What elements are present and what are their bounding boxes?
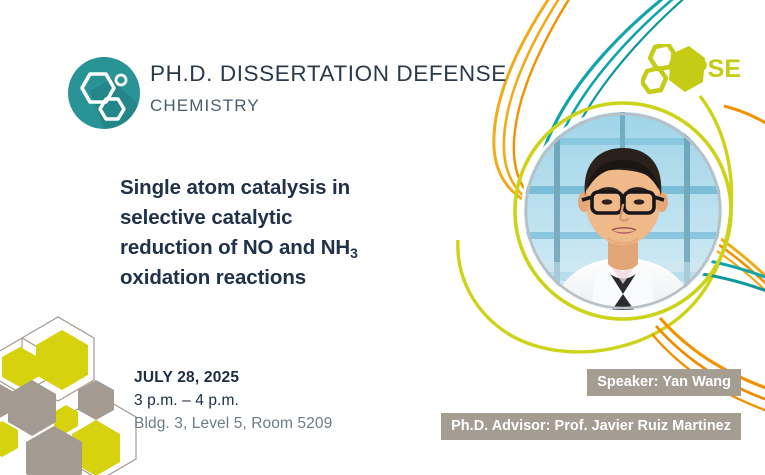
speaker-badge: Speaker: Yan Wang: [587, 369, 741, 396]
title-subscript: 3: [350, 245, 358, 261]
speaker-portrait: [524, 112, 722, 310]
advisor-badge: Ph.D. Advisor: Prof. Javier Ruiz Martine…: [441, 413, 741, 440]
pse-logo-text: PSE: [691, 55, 741, 83]
hexagon-cluster-icon: [639, 41, 705, 95]
title-line-3: reduction of NO and NH: [120, 236, 351, 260]
event-time: 3 p.m. – 4 p.m.: [134, 391, 239, 409]
brand-lockup: PH.D. DISSERTATION DEFENSE CHEMISTRY: [68, 57, 507, 129]
department-label: CHEMISTRY: [150, 95, 260, 115]
event-details: JULY 28, 2025 3 p.m. – 4 p.m. Bldg. 3, L…: [134, 368, 332, 435]
event-location: Bldg. 3, Level 5, Room 5209: [134, 415, 333, 433]
page-title: PH.D. DISSERTATION DEFENSE: [150, 61, 507, 86]
title-line-4: oxidation reactions: [120, 266, 307, 290]
title-line-2: selective catalytic: [120, 206, 293, 230]
pse-logo: PSE: [639, 41, 741, 100]
event-date: JULY 28, 2025: [134, 369, 240, 386]
title-line-1: Single atom catalysis in: [120, 176, 351, 199]
hexagon-molecule-icon: [68, 57, 140, 129]
brand-text: PH.D. DISSERTATION DEFENSE CHEMISTRY: [150, 57, 507, 115]
dissertation-title: Single atom catalysis in selective catal…: [120, 173, 420, 294]
